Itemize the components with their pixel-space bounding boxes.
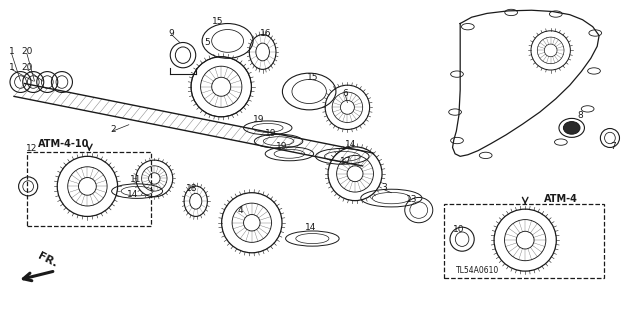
Text: FR.: FR. <box>36 250 59 269</box>
Text: 11: 11 <box>129 174 141 184</box>
Text: 8: 8 <box>577 111 583 120</box>
Text: 6: 6 <box>342 89 348 98</box>
Text: TL54A0610: TL54A0610 <box>456 266 500 275</box>
Text: 19: 19 <box>276 142 287 151</box>
Text: 16: 16 <box>260 28 271 38</box>
Text: 14: 14 <box>127 190 138 199</box>
Text: ATM-4: ATM-4 <box>544 194 578 204</box>
Text: 13: 13 <box>406 195 417 204</box>
Text: 15: 15 <box>212 18 224 26</box>
Text: 19: 19 <box>253 115 264 124</box>
Text: 14: 14 <box>305 223 316 232</box>
Text: ATM-4-10: ATM-4-10 <box>38 139 90 149</box>
Bar <box>444 204 604 278</box>
Text: 4: 4 <box>237 206 243 215</box>
Text: 2: 2 <box>110 125 116 134</box>
Text: 1: 1 <box>9 48 15 56</box>
Text: 7: 7 <box>611 142 616 151</box>
Bar <box>27 152 151 226</box>
Ellipse shape <box>563 122 580 134</box>
Text: 3: 3 <box>381 183 387 192</box>
Text: 5: 5 <box>204 38 210 47</box>
Text: 20: 20 <box>21 63 33 72</box>
Text: 20: 20 <box>21 48 33 56</box>
Text: 10: 10 <box>453 225 465 234</box>
Text: 15: 15 <box>307 73 318 82</box>
Text: 17: 17 <box>340 157 351 166</box>
Text: 18: 18 <box>186 184 197 193</box>
Text: 12: 12 <box>26 144 38 153</box>
Text: 1: 1 <box>9 63 15 72</box>
Text: 14: 14 <box>345 140 356 149</box>
Text: 19: 19 <box>264 129 276 138</box>
Text: 9: 9 <box>169 28 175 38</box>
